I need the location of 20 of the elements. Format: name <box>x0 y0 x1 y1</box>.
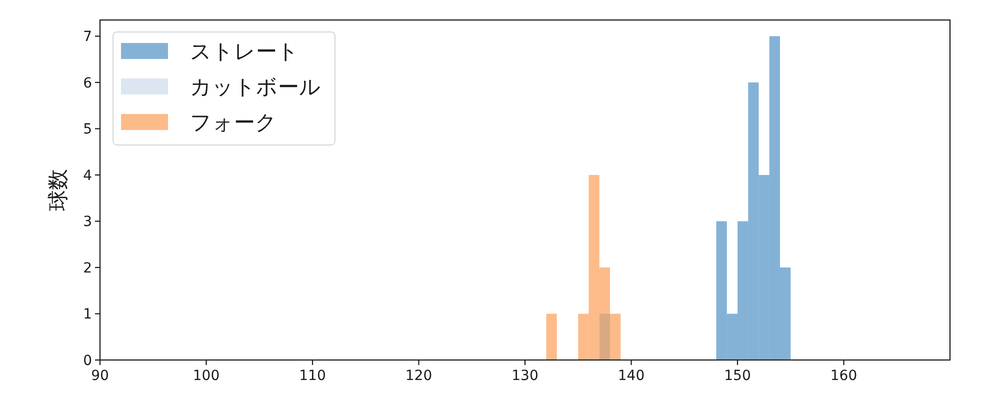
x-tick-label: 150 <box>724 368 751 384</box>
x-tick-label: 120 <box>405 368 432 384</box>
y-tick-label: 3 <box>83 214 92 230</box>
legend-label: カットボール <box>190 75 321 99</box>
x-tick-label: 140 <box>618 368 645 384</box>
y-tick-label: 4 <box>83 168 92 184</box>
ylabel: 球数 <box>46 169 70 211</box>
x-tick-label: 130 <box>512 368 538 384</box>
y-tick-label: 1 <box>83 306 92 323</box>
legend-label: フォーク <box>190 110 277 134</box>
x-tick-label: 160 <box>830 368 858 384</box>
y-tick-label: 0 <box>83 353 92 369</box>
legend-label: ストレート <box>190 40 299 64</box>
y-tick-label: 2 <box>83 260 92 276</box>
y-tick-label: 7 <box>83 29 92 46</box>
x-tick-label: 90 <box>91 368 109 384</box>
x-tick-label: 110 <box>299 368 326 384</box>
x-tick-label: 100 <box>192 368 220 384</box>
y-tick-label: 5 <box>83 122 92 138</box>
y-tick-label: 6 <box>83 75 92 92</box>
